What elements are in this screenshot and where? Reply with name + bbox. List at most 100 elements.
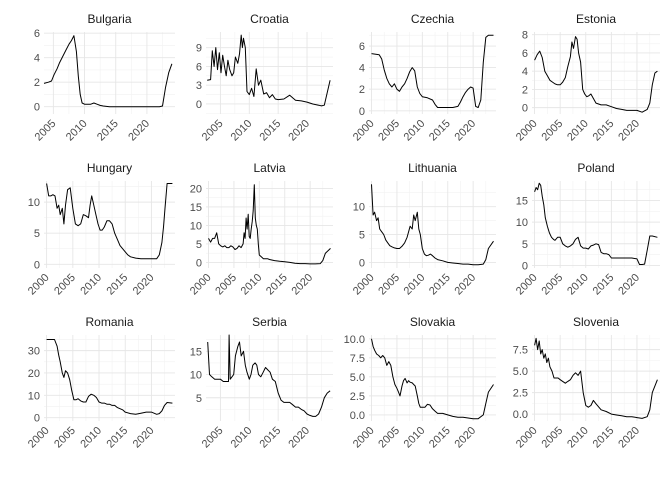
x-tick-label: 2015 — [427, 425, 453, 451]
y-tick-label: 10 — [190, 220, 202, 232]
x-tick-label: 2005 — [376, 425, 402, 451]
x-tick-label: 2000 — [26, 425, 52, 451]
y-tick-label: 5 — [359, 230, 365, 242]
series-line-slovakia — [371, 338, 494, 420]
x-tick-label: 2015 — [264, 272, 290, 298]
series-line-estonia — [534, 36, 658, 113]
y-tick-label: 4 — [359, 63, 365, 75]
series-line-hungary — [46, 183, 173, 260]
series-line-czechia — [371, 34, 494, 108]
y-tick-label: 0.0 — [350, 410, 365, 422]
x-tick-label: 2010 — [402, 425, 428, 451]
x-tick-label: 2020 — [616, 272, 642, 298]
x-tick-label: 2020 — [131, 425, 157, 451]
gridlines — [532, 181, 660, 268]
gridlines — [369, 32, 496, 114]
gridlines — [532, 32, 660, 114]
y-tick-label: 2 — [34, 77, 40, 89]
x-tick-label: 2015 — [257, 118, 283, 144]
y-tick-label: 0 — [34, 259, 40, 271]
gridlines — [206, 32, 333, 114]
y-tick-label: 10 — [28, 390, 40, 402]
y-tick-label: 6 — [359, 41, 365, 53]
panel-title: Slovakia — [410, 315, 456, 329]
x-tick-label: 2015 — [105, 425, 131, 451]
x-tick-label: 2005 — [376, 272, 402, 298]
x-tick-label: 2015 — [591, 118, 617, 144]
series-line-poland — [534, 182, 658, 265]
y-tick-label: 15 — [190, 202, 202, 214]
x-tick-label: 2010 — [565, 118, 591, 144]
y-tick-label: 0 — [359, 106, 365, 118]
x-tick-label: 2005 — [376, 118, 402, 144]
y-tick-label: 20 — [28, 368, 40, 380]
y-tick-label: 10.0 — [344, 334, 365, 346]
x-tick-label: 2020 — [131, 272, 157, 298]
y-tick-label: 0 — [522, 103, 528, 115]
x-tick-label: 2015 — [591, 272, 617, 298]
gridlines — [369, 335, 496, 421]
series-line-lithuania — [371, 184, 494, 266]
x-tick-label: 2020 — [452, 272, 478, 298]
panel-serbia: Serbia 5 10 15 2005 2010 2015 2020 — [190, 315, 333, 450]
panel-title: Croatia — [250, 12, 289, 26]
x-tick-label: 2005 — [539, 425, 565, 451]
panel-title: Serbia — [252, 315, 287, 329]
x-tick-label: 2005 — [200, 425, 226, 451]
x-tick-label: 2020 — [616, 425, 642, 451]
y-tick-label: 10 — [353, 202, 365, 214]
y-tick-label: 9 — [196, 43, 202, 55]
panel-title: Romania — [85, 315, 133, 329]
panel-title: Lithuania — [408, 161, 457, 175]
x-tick-label: 2020 — [452, 118, 478, 144]
gridlines — [206, 335, 333, 421]
series-line-serbia — [207, 334, 331, 417]
y-tick-label: 15 — [190, 346, 202, 358]
panel-title: Latvia — [253, 161, 285, 175]
y-tick-label: 8 — [522, 30, 528, 42]
panel-title: Estonia — [576, 12, 616, 26]
y-tick-label: 10 — [190, 370, 202, 382]
panel-croatia: Croatia 0 3 6 9 2005 2010 2015 2020 — [196, 12, 333, 143]
y-tick-label: 0 — [196, 257, 202, 269]
x-tick-label: 2000 — [188, 272, 214, 298]
gridlines — [44, 32, 175, 114]
x-tick-label: 2020 — [286, 118, 312, 144]
x-tick-label: 2005 — [213, 272, 239, 298]
y-tick-label: 0 — [359, 257, 365, 269]
x-tick-label: 2010 — [565, 272, 591, 298]
x-tick-label: 2000 — [514, 425, 540, 451]
y-tick-label: 5 — [34, 228, 40, 240]
panel-title: Bulgaria — [87, 12, 131, 26]
x-tick-label: 2010 — [229, 425, 255, 451]
y-tick-label: 2.5 — [350, 391, 365, 403]
y-tick-label: 5.0 — [513, 366, 528, 378]
panel-lithuania: Lithuania 0 5 10 2000 2005 2010 2015 2020 — [351, 161, 496, 297]
x-tick-label: 2015 — [95, 118, 121, 144]
y-tick-label: 15 — [516, 195, 528, 207]
y-tick-label: 0 — [34, 102, 40, 114]
y-tick-label: 2.5 — [513, 388, 528, 400]
x-tick-label: 2010 — [402, 272, 428, 298]
y-tick-label: 0 — [522, 260, 528, 272]
x-tick-label: 2010 — [64, 118, 90, 144]
series-line-bulgaria — [43, 35, 173, 108]
x-tick-label: 2005 — [200, 118, 226, 144]
x-tick-label: 2000 — [26, 272, 52, 298]
series-line-slovenia — [534, 337, 658, 419]
panel-slovakia: Slovakia 0.0 2.5 5.0 7.5 10.0 2000 2005 2010 2015… — [344, 315, 496, 450]
x-tick-label: 2010 — [239, 272, 265, 298]
x-tick-label: 2010 — [229, 118, 255, 144]
gridlines — [44, 335, 175, 421]
gridlines — [532, 335, 660, 421]
panel-bulgaria: Bulgaria 0 2 4 6 2005 2010 2015 2020 — [33, 12, 175, 143]
y-tick-label: 2 — [522, 84, 528, 96]
panel-romania: Romania 0 10 20 30 2000 2005 2010 2015 2020 — [26, 315, 175, 450]
x-tick-label: 2000 — [351, 425, 377, 451]
x-tick-label: 2005 — [52, 425, 78, 451]
y-tick-label: 0 — [34, 413, 40, 425]
x-tick-label: 2010 — [565, 425, 591, 451]
series-line-latvia — [208, 184, 331, 265]
x-tick-label: 2020 — [126, 118, 152, 144]
